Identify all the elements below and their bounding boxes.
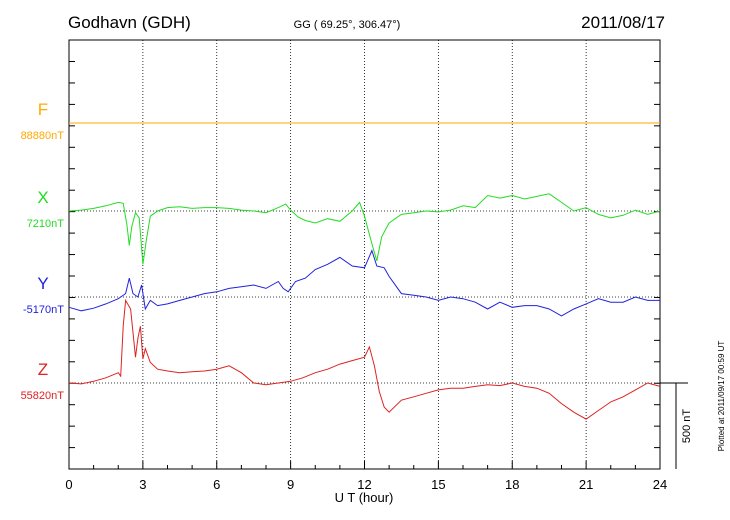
station-title: Godhavn (GDH) (68, 13, 191, 32)
x-tick-labels: 0 3 6 9 12 15 18 21 24 (65, 477, 667, 492)
baseline-value-X: 7210nT (27, 218, 65, 230)
plot-frame (68, 39, 661, 470)
series-line-X (68, 193, 661, 265)
series-line-Y (68, 249, 660, 317)
series-lines (68, 122, 661, 420)
station-coords: GG ( 69.25°, 306.47°) (294, 19, 401, 31)
plotted-at-note: Plotted at 2011/09/17 00:59 UT (717, 341, 726, 452)
x-tick-label-6: 6 (213, 477, 220, 492)
series-label-X: X (37, 188, 48, 207)
scale-bar-label: 500 nT (681, 409, 693, 444)
baseline-value-F: 88880nT (21, 130, 65, 142)
x-tick-label-9: 9 (287, 477, 294, 492)
axis-ticks (68, 61, 661, 469)
x-tick-label-15: 15 (431, 477, 445, 492)
x-tick-label-21: 21 (579, 477, 593, 492)
x-tick-label-0: 0 (65, 477, 72, 492)
baseline-value-Y: -5170nT (23, 304, 64, 316)
baseline-value-Z: 55820nT (21, 390, 65, 402)
x-tick-label-18: 18 (505, 477, 519, 492)
series-label-F: F (38, 100, 48, 119)
plot-date: 2011/08/17 (581, 13, 665, 32)
series-label-Y: Y (37, 274, 48, 293)
series-label-Z: Z (38, 360, 48, 379)
x-axis-label: U T (hour) (335, 490, 394, 505)
grid-lines (142, 40, 587, 469)
scale-bar: 500 nT (660, 382, 693, 469)
x-tick-label-12: 12 (357, 477, 371, 492)
x-tick-label-3: 3 (139, 477, 146, 492)
series-line-Z (68, 298, 661, 420)
x-tick-label-24: 24 (653, 477, 667, 492)
series-labels: F 88880nT X 7210nT Y -5170nT Z 55820nT (21, 100, 65, 402)
